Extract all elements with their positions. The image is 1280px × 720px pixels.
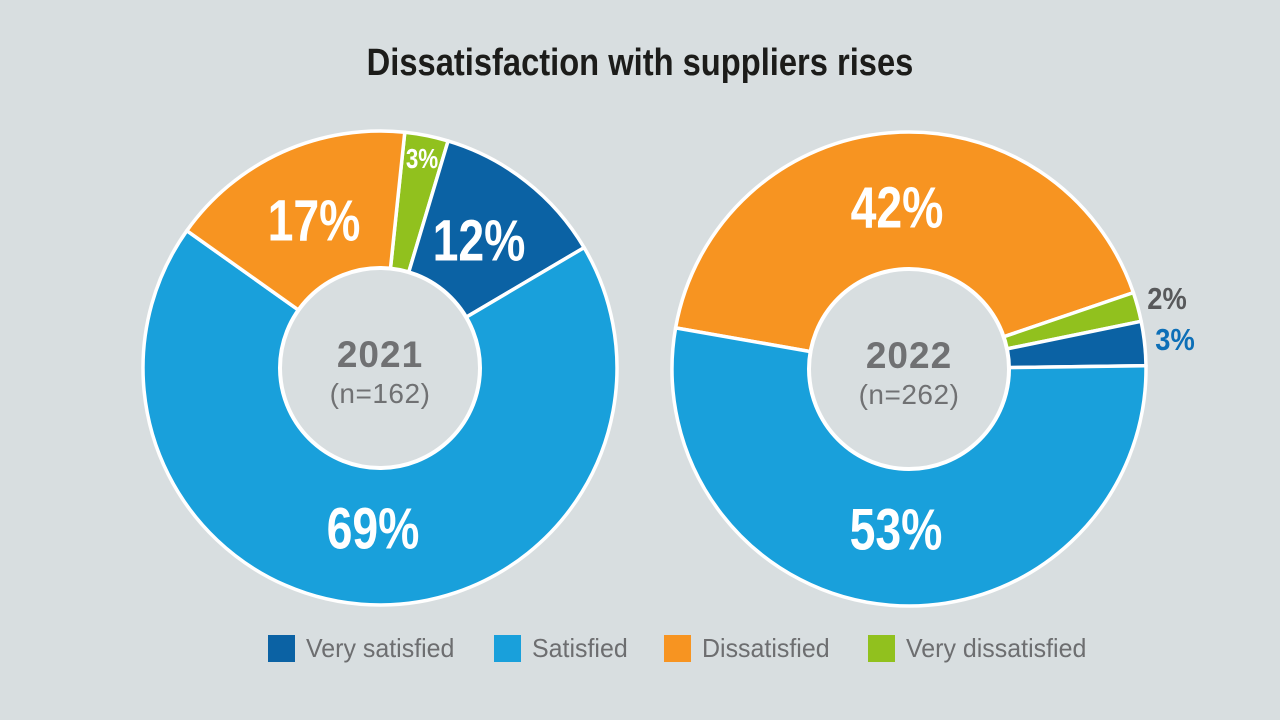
- legend-item-dissatisfied: Dissatisfied: [664, 633, 835, 664]
- chart-title: Dissatisfaction with suppliers rises: [366, 42, 914, 84]
- legend-item-very-satisfied: Very satisfied: [268, 633, 461, 664]
- legend-swatch-satisfied: [493, 635, 521, 662]
- donut-2022-hole: [807, 267, 1011, 471]
- legend-label-very-dissatisfied: Very dissatisfied: [906, 633, 1087, 663]
- legend-swatch-very-dissatisfied: [868, 635, 896, 662]
- legend-swatch-very-satisfied: [268, 635, 295, 662]
- legend-item-very-dissatisfied: Very dissatisfied: [868, 633, 1094, 664]
- legend-label-dissatisfied: Dissatisfied: [702, 633, 830, 663]
- legend-label-satisfied: Satisfied: [531, 633, 628, 663]
- slice-2022-dissatisfied: [673, 130, 1136, 371]
- donut-2021-hole: [278, 266, 482, 470]
- legend-item-satisfied: Satisfied: [493, 633, 632, 664]
- legend: Very satisfied Satisfied Dissatisfied Very …: [268, 633, 1094, 664]
- legend-label-very-satisfied: Very satisfied: [306, 633, 455, 663]
- legend-swatch-dissatisfied: [664, 635, 692, 662]
